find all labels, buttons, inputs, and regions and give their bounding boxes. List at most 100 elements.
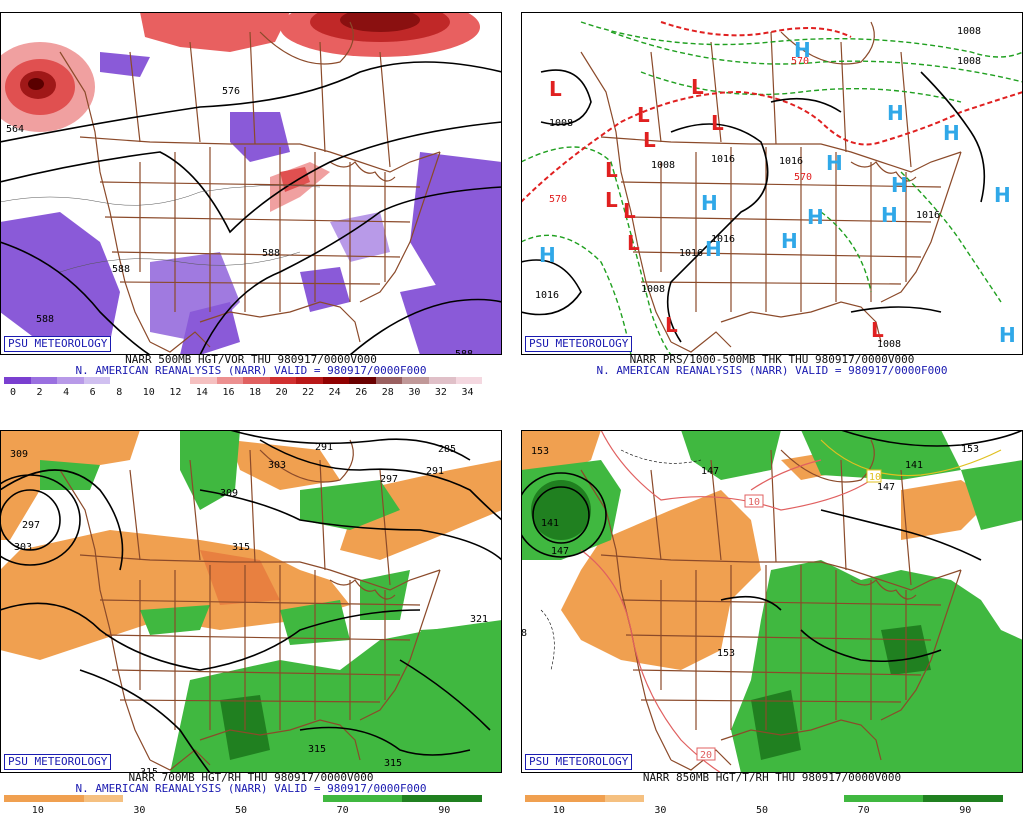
psu-meteorology-badge: PSU METEOROLOGY [525,754,633,770]
panel-pressure-thickness: 1008 1008 1016 1016 1016 1016 1016 1008 … [521,0,1023,400]
low-pressure-marker: L [665,313,678,337]
colorbar-tick-label: 90 [959,805,972,816]
contour-label: 1008 [957,26,981,37]
vorticity-max-north [140,12,290,52]
colorbar-swatch [203,795,243,802]
panel-caption-line1: NARR PRS/1000-500MB THK THU 980917/0000V… [629,353,915,366]
colorbar-tick-label: 10 [142,387,155,398]
low-pressure-marker: L [691,75,704,99]
psu-meteorology-badge: PSU METEOROLOGY [525,336,633,352]
high-pressure-marker: H [881,203,898,227]
contour-label: 588 [36,314,54,325]
colorbar-swatch [216,377,244,384]
contour-label: 153 [961,444,979,455]
high-pressure-marker: H [826,151,843,175]
contour-label: 321 [470,614,488,625]
colorbar-swatch [43,795,84,802]
colorbar-tick-label: 32 [434,387,447,398]
contour-label: 297 [380,474,398,485]
contour-label: 153 [531,446,549,457]
colorbar-swatch [110,377,137,384]
colorbar [4,795,482,802]
map-700mb-rh: 309 297 303 291 285 291 297 303 309 315 … [0,430,502,773]
colorbar-swatch [684,795,725,802]
colorbar-tick-label: 24 [328,387,341,398]
contour-label: 285 [438,444,456,455]
colorbar-swatch [163,377,190,384]
high-pressure-marker: H [705,237,722,261]
colorbar-tick-label: 50 [235,805,248,816]
map-svg: 309 297 303 291 285 291 297 303 309 315 … [0,430,502,773]
moist-region [180,430,240,510]
panel-850mb-temp-rh: 153 147 141 147 153 141 147 153 10 10 [521,418,1023,818]
colorbar-swatch [242,795,283,802]
map-svg: 153 147 141 147 153 141 147 153 10 10 [521,430,1023,773]
colorbar-tick-label: 10 [552,805,565,816]
colorbar-tick-label: 0 [10,387,17,398]
colorbar-tick-label: 70 [857,805,870,816]
dry-region [0,430,140,540]
colorbar-tick-label: 22 [302,387,315,398]
colorbar-swatch [362,795,403,802]
contour-label: 1016 [916,210,940,221]
colorbar-swatch [883,795,924,802]
low-pressure-marker: L [643,128,656,152]
contour-label: 315 [308,744,326,755]
contour-label: 588 [112,264,130,275]
contour-label: 8 [521,628,527,639]
contour-label: 576 [222,86,240,97]
contour-label: 147 [877,482,895,493]
contour-label: 315 [384,758,402,769]
high-pressure-marker: H [994,183,1011,207]
contour-label: 564 [6,124,24,135]
contour-label: 10 [748,497,760,508]
panel-caption-line2: N. AMERICAN REANALYSIS (NARR) VALID = 98… [75,364,427,377]
colorbar-tick-label: 10 [31,805,44,816]
colorbar-tick-label: 34 [461,387,474,398]
panel-caption-line1: NARR 850MB HGT/T/RH THU 980917/0000V000 [642,771,902,784]
contour-label: 570 [791,56,809,67]
colorbar-swatch [83,795,124,802]
colorbar-tick-label: 12 [169,387,182,398]
high-pressure-marker: H [807,205,824,229]
colorbar-tick-label: 90 [438,805,451,816]
colorbar-tick-label: 28 [381,387,394,398]
contour-label: 147 [551,546,569,557]
colorbar-swatch [349,377,376,384]
colorbar-tick-label: 4 [63,387,70,398]
colorbar-swatch [402,795,443,802]
temperature-label-box: 10 [744,494,764,508]
contour-label: 315 [140,767,158,773]
colorbar-swatch [163,795,204,802]
colorbar-swatch [30,377,58,384]
panel-caption-line1: NARR 700MB HGT/RH THU 980917/0000V000 [128,771,374,784]
high-pressure-marker: H [539,243,556,267]
colorbar-swatch [57,377,84,384]
contour-label: 147 [701,466,719,477]
colorbar-swatch [375,377,403,384]
temperature-label-box: 20 [696,747,716,761]
colorbar-swatch [724,795,764,802]
colorbar-tick-label: 16 [222,387,235,398]
contour-label: 10 [869,472,881,483]
low-pressure-marker: L [627,231,640,255]
colorbar-tick-label: 6 [89,387,96,398]
contour-label: 1008 [641,284,665,295]
low-pressure-marker: L [605,158,618,182]
low-pressure-marker: L [637,103,650,127]
colorbar-tick-label: 8 [116,387,123,398]
panel-500mb-vorticity: 564 576 588 588 588 588 PSU METEOROLOGY … [0,0,502,400]
contour-label: 1016 [779,156,803,167]
contour-label: 303 [14,542,32,553]
colorbar-tick-label: 14 [195,387,208,398]
colorbar-swatch [243,377,270,384]
high-pressure-marker: H [701,191,718,215]
colorbar-tick-label: 30 [408,387,421,398]
low-pressure-marker: L [711,111,724,135]
colorbar-swatch [923,795,964,802]
colorbar-swatch [763,795,804,802]
contour-label: 570 [549,194,567,205]
contour-label: 1016 [679,248,703,259]
low-pressure-marker: L [549,77,562,101]
colorbar-tick-label: 50 [756,805,769,816]
